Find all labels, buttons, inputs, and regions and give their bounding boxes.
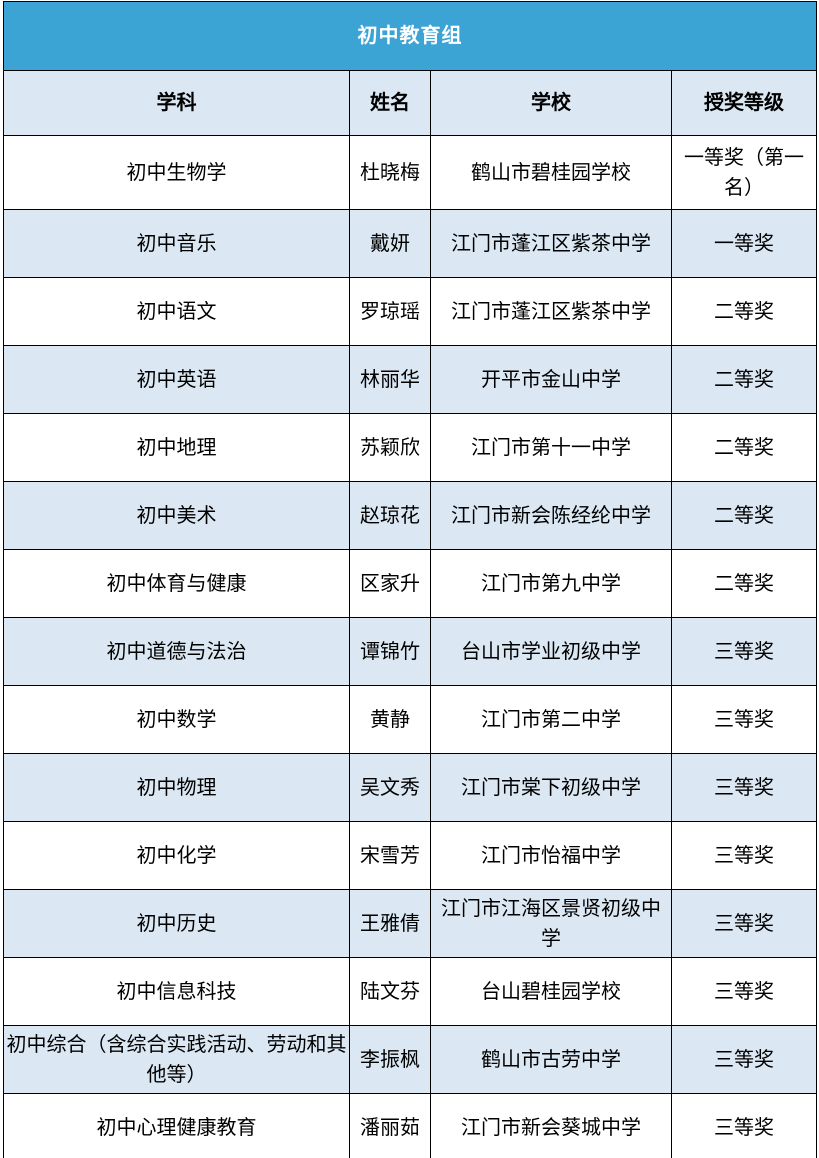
table-row: 初中体育与健康 区家升 江门市第九中学 二等奖	[3, 549, 817, 618]
cell-school: 开平市金山中学	[430, 345, 672, 414]
table-row: 初中英语 林丽华 开平市金山中学 二等奖	[3, 345, 817, 414]
cell-subject: 初中生物学	[3, 135, 350, 210]
cell-school: 江门市新会葵城中学	[430, 1093, 672, 1158]
table-row: 初中美术 赵琼花 江门市新会陈经纶中学 二等奖	[3, 481, 817, 550]
cell-school: 江门市第二中学	[430, 685, 672, 754]
table-row: 初中生物学 杜晓梅 鹤山市碧桂园学校 一等奖（第一名）	[3, 135, 817, 210]
column-header-name: 姓名	[349, 70, 431, 136]
cell-subject: 初中综合（含综合实践活动、劳动和其他等）	[3, 1025, 350, 1094]
cell-award: 二等奖	[671, 481, 817, 550]
column-header-award: 授奖等级	[671, 70, 817, 136]
cell-award: 三等奖	[671, 1093, 817, 1158]
cell-school: 江门市新会陈经纶中学	[430, 481, 672, 550]
cell-subject: 初中音乐	[3, 209, 350, 278]
cell-subject: 初中美术	[3, 481, 350, 550]
cell-school: 江门市江海区景贤初级中学	[430, 889, 672, 958]
cell-name: 陆文芬	[349, 957, 431, 1026]
award-table: 初中教育组 学科 姓名 学校 授奖等级 初中生物学 杜晓梅 鹤山市碧桂园学校 一等奖（第一名…	[3, 1, 817, 1158]
cell-award: 三等奖	[671, 1025, 817, 1094]
cell-subject: 初中化学	[3, 821, 350, 890]
column-header-subject: 学科	[3, 70, 350, 136]
cell-award: 二等奖	[671, 549, 817, 618]
cell-award: 一等奖	[671, 209, 817, 278]
table-header-row: 学科 姓名 学校 授奖等级	[3, 70, 817, 136]
table-row: 初中信息科技 陆文芬 台山碧桂园学校 三等奖	[3, 957, 817, 1026]
cell-school: 江门市第十一中学	[430, 413, 672, 482]
table-row: 初中道德与法治 谭锦竹 台山市学业初级中学 三等奖	[3, 617, 817, 686]
cell-name: 罗琼瑶	[349, 277, 431, 346]
cell-subject: 初中信息科技	[3, 957, 350, 1026]
column-header-school: 学校	[430, 70, 672, 136]
cell-subject: 初中道德与法治	[3, 617, 350, 686]
cell-award: 三等奖	[671, 889, 817, 958]
table-title-row: 初中教育组	[3, 1, 817, 71]
cell-name: 杜晓梅	[349, 135, 431, 210]
cell-name: 黄静	[349, 685, 431, 754]
table-row: 初中化学 宋雪芳 江门市怡福中学 三等奖	[3, 821, 817, 890]
table-row: 初中物理 吴文秀 江门市棠下初级中学 三等奖	[3, 753, 817, 822]
cell-name: 王雅倩	[349, 889, 431, 958]
cell-award: 二等奖	[671, 277, 817, 346]
cell-school: 江门市棠下初级中学	[430, 753, 672, 822]
cell-award: 二等奖	[671, 345, 817, 414]
cell-school: 江门市蓬江区紫茶中学	[430, 209, 672, 278]
cell-subject: 初中地理	[3, 413, 350, 482]
cell-name: 宋雪芳	[349, 821, 431, 890]
cell-school: 鹤山市古劳中学	[430, 1025, 672, 1094]
cell-school: 鹤山市碧桂园学校	[430, 135, 672, 210]
table-row: 初中数学 黄静 江门市第二中学 三等奖	[3, 685, 817, 754]
cell-award: 三等奖	[671, 957, 817, 1026]
cell-name: 谭锦竹	[349, 617, 431, 686]
cell-name: 林丽华	[349, 345, 431, 414]
cell-subject: 初中英语	[3, 345, 350, 414]
cell-subject: 初中物理	[3, 753, 350, 822]
cell-award: 三等奖	[671, 617, 817, 686]
table-row: 初中综合（含综合实践活动、劳动和其他等） 李振枫 鹤山市古劳中学 三等奖	[3, 1025, 817, 1094]
cell-name: 区家升	[349, 549, 431, 618]
cell-name: 赵琼花	[349, 481, 431, 550]
cell-name: 苏颖欣	[349, 413, 431, 482]
table-row: 初中地理 苏颖欣 江门市第十一中学 二等奖	[3, 413, 817, 482]
table-row: 初中音乐 戴妍 江门市蓬江区紫茶中学 一等奖	[3, 209, 817, 278]
cell-subject: 初中心理健康教育	[3, 1093, 350, 1158]
group-title: 初中教育组	[3, 1, 817, 71]
cell-award: 三等奖	[671, 821, 817, 890]
cell-name: 李振枫	[349, 1025, 431, 1094]
cell-name: 戴妍	[349, 209, 431, 278]
table-row: 初中历史 王雅倩 江门市江海区景贤初级中学 三等奖	[3, 889, 817, 958]
cell-school: 江门市第九中学	[430, 549, 672, 618]
cell-school: 江门市怡福中学	[430, 821, 672, 890]
cell-name: 吴文秀	[349, 753, 431, 822]
cell-subject: 初中语文	[3, 277, 350, 346]
cell-award: 三等奖	[671, 753, 817, 822]
cell-award: 三等奖	[671, 685, 817, 754]
cell-award: 二等奖	[671, 413, 817, 482]
cell-award: 一等奖（第一名）	[671, 135, 817, 210]
cell-name: 潘丽茹	[349, 1093, 431, 1158]
cell-school: 台山碧桂园学校	[430, 957, 672, 1026]
cell-school: 台山市学业初级中学	[430, 617, 672, 686]
table-row: 初中心理健康教育 潘丽茹 江门市新会葵城中学 三等奖	[3, 1093, 817, 1158]
cell-subject: 初中历史	[3, 889, 350, 958]
cell-subject: 初中体育与健康	[3, 549, 350, 618]
cell-school: 江门市蓬江区紫茶中学	[430, 277, 672, 346]
cell-subject: 初中数学	[3, 685, 350, 754]
table-row: 初中语文 罗琼瑶 江门市蓬江区紫茶中学 二等奖	[3, 277, 817, 346]
